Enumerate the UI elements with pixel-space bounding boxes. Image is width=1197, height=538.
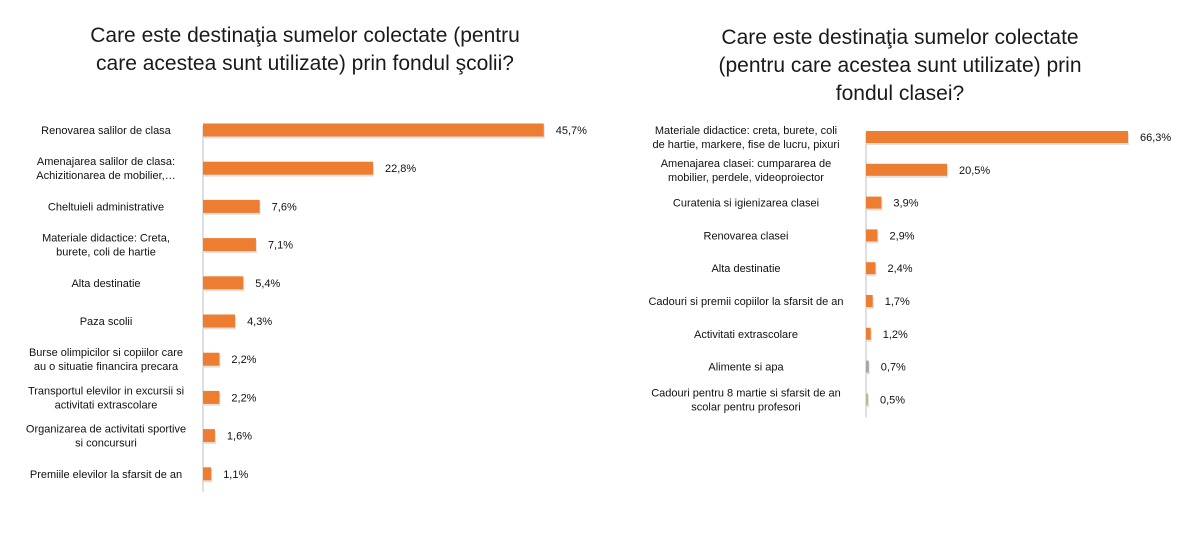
category-label: Renovarea clasei (704, 230, 789, 242)
bar (866, 131, 1128, 143)
category-label: Alta destinatie (711, 263, 780, 275)
bar (203, 276, 244, 290)
bar-chart-fondul-scolii: 45,7% Renovarea salilor de clasa 22,8% Amen… (26, 123, 587, 492)
data-label: 2,2% (231, 354, 256, 366)
data-label: 2,4% (887, 263, 912, 275)
data-label: 1,1% (223, 469, 248, 481)
category-label: Alta destinatie (71, 278, 140, 290)
bar (203, 429, 215, 443)
category-label: Cadouri si premii copiilor la sfarsit de… (648, 296, 843, 308)
bar (866, 262, 876, 275)
data-label: 1,2% (883, 329, 908, 341)
bar (203, 352, 220, 366)
bar (866, 163, 948, 176)
data-label: 20,5% (959, 165, 990, 177)
data-label: 1,7% (885, 296, 910, 308)
data-label: 4,3% (247, 316, 272, 328)
category-label: Materiale didactice: creta, burete, coli… (652, 125, 839, 151)
category-label: Cadouri pentru 8 martie si sfarsit de an… (651, 387, 841, 413)
category-label: Alimente si apa (708, 362, 784, 374)
category-label: Organizarea de activitati sportive si con… (26, 424, 186, 450)
category-label: Amenajarea salilor de clasa: Achizitionar… (36, 156, 175, 182)
data-label: 3,9% (893, 198, 918, 210)
bar (866, 327, 871, 340)
category-label: Transportul elevilor in excursii si activ… (28, 385, 184, 411)
bar (203, 238, 256, 252)
bar (866, 393, 868, 406)
category-label: Renovarea salilor de clasa (41, 125, 172, 137)
category-label: Materiale didactice: Creta, burete, coli … (42, 233, 170, 259)
category-label: Premiile elevilor la sfarsit de an (30, 469, 182, 481)
chart-title-fondul-clasei: Care este destinaţia sumelor colectate (… (718, 26, 1082, 105)
data-label: 7,1% (268, 240, 293, 252)
data-label: 2,2% (231, 392, 256, 404)
bar (203, 161, 374, 175)
chart-title-fondul-scolii: Care este destinaţia sumelor colectate (… (90, 24, 520, 75)
bar (866, 360, 869, 373)
category-label: Activitati extrascolare (694, 329, 798, 341)
data-label: 7,6% (272, 201, 297, 213)
category-label: Curatenia si igienizarea clasei (673, 198, 819, 210)
data-label: 5,4% (255, 278, 280, 290)
data-label: 45,7% (556, 125, 587, 137)
data-label: 1,6% (227, 431, 252, 443)
data-label: 66,3% (1140, 132, 1171, 144)
bar-shadow (867, 395, 869, 408)
data-label: 0,5% (880, 394, 905, 406)
bar (866, 196, 882, 209)
bar (203, 199, 260, 213)
bar (203, 467, 212, 481)
data-label: 0,7% (881, 362, 906, 374)
category-label: Cheltuieli administrative (48, 201, 164, 213)
bar (866, 229, 878, 242)
bar (203, 123, 544, 137)
data-label: 2,9% (889, 230, 914, 242)
category-label: Paza scolii (80, 316, 133, 328)
bar-chart-fondul-clasei: 66,3% Materiale didactice: creta, burete,… (648, 125, 1171, 418)
bar (203, 314, 236, 328)
category-label: Amenajarea clasei: cumpararea de mobilier… (661, 158, 832, 184)
category-label: Burse olimpicilor si copiilor care au o s… (29, 347, 183, 373)
bar (866, 295, 873, 307)
data-label: 22,8% (385, 163, 416, 175)
bar (203, 390, 220, 404)
